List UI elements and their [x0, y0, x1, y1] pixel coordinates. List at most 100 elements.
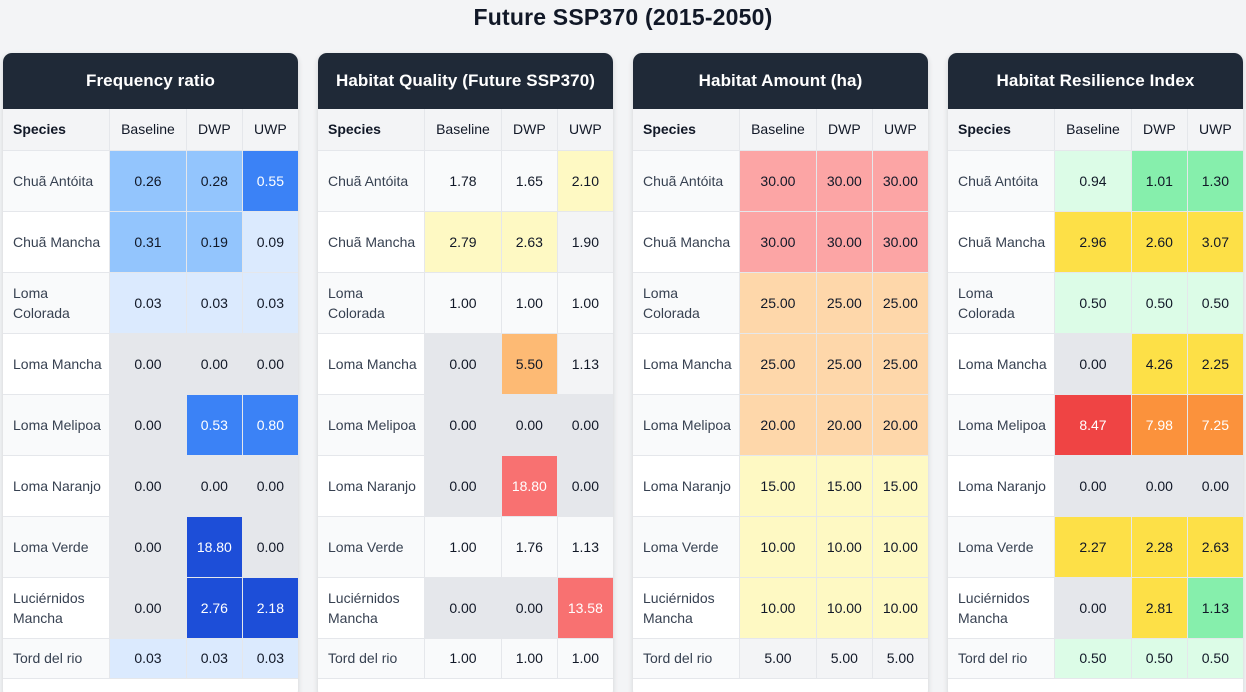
table-row: Luciérnidos Mancha 10.00 10.00 10.00: [633, 577, 928, 639]
value-cell-dwp: 0.03: [186, 638, 243, 679]
species-name: Loma Verde: [633, 516, 740, 578]
value-cell-baseline: 10.00: [739, 516, 817, 578]
value-cell-dwp: 2.81: [1131, 577, 1188, 639]
column-header-dwp: DWP: [1131, 109, 1188, 151]
value-cell-uwp: 0.03: [242, 638, 298, 679]
value-cell-dwp: 15.00: [816, 455, 873, 517]
table-row: Tord del rio 0.03 0.03 0.03: [3, 638, 298, 679]
column-header-baseline: Baseline: [739, 109, 817, 151]
species-name: Loma Colorada: [633, 272, 740, 334]
value-cell-dwp: 2.76: [186, 577, 243, 639]
value-cell-dwp: 5.50: [501, 333, 558, 395]
value-cell-baseline: 30.00: [739, 211, 817, 273]
table-row: Chuã Antóita 1.78 1.65 2.10: [318, 150, 613, 212]
value-cell-uwp: 0.80: [242, 394, 298, 456]
value-cell-baseline: 25.00: [739, 272, 817, 334]
value-cell-dwp: 30.00: [816, 150, 873, 212]
value-cell-dwp: 25.00: [816, 333, 873, 395]
species-name: Loma Naranjo: [633, 455, 740, 517]
table-row: Chuã Antóita 0.94 1.01 1.30: [948, 150, 1243, 212]
value-cell-baseline: 0.00: [424, 577, 502, 639]
value-cell-dwp: 1.01: [1131, 150, 1188, 212]
value-cell-baseline: 2.96: [1054, 211, 1132, 273]
column-header-species: Species: [3, 109, 110, 151]
table-row: Loma Verde 1.00 1.76 1.13: [318, 516, 613, 578]
column-header-species: Species: [318, 109, 425, 151]
species-name: Tord del rio: [3, 638, 110, 679]
species-name: Chuã Mancha: [633, 211, 740, 273]
value-cell-baseline: 0.00: [1054, 333, 1132, 395]
value-cell-dwp: 0.50: [1131, 272, 1188, 334]
species-name: Loma Verde: [948, 516, 1055, 578]
value-cell-dwp: 0.00: [186, 333, 243, 395]
table-row: Loma Melipoa 20.00 20.00 20.00: [633, 394, 928, 456]
value-cell-dwp: 5.00: [816, 638, 873, 679]
value-cell-baseline: 0.00: [1054, 577, 1132, 639]
value-cell-uwp: 0.00: [557, 455, 613, 517]
value-cell-baseline: 0.00: [424, 455, 502, 517]
table-row: Chuã Mancha 0.31 0.19 0.09: [3, 211, 298, 273]
table-row: Loma Naranjo 0.00 18.80 0.00: [318, 455, 613, 517]
data-table: Species Baseline DWP UWP Chuã Antóita 0.94 1.0…: [948, 109, 1243, 679]
value-cell-dwp: 30.00: [816, 211, 873, 273]
species-name: Loma Mancha: [318, 333, 425, 395]
species-name: Chuã Antóita: [318, 150, 425, 212]
table-row: Luciérnidos Mancha 0.00 2.81 1.13: [948, 577, 1243, 639]
column-header-species: Species: [633, 109, 740, 151]
value-cell-dwp: 0.50: [1131, 638, 1188, 679]
value-cell-dwp: 0.19: [186, 211, 243, 273]
page-title: Future SSP370 (2015-2050): [473, 4, 773, 30]
species-name: Loma Mancha: [948, 333, 1055, 395]
panel-habitat-quality-future-ssp370: Habitat Quality (Future SSP370) Species Ba…: [318, 53, 613, 692]
value-cell-uwp: 30.00: [872, 150, 928, 212]
value-cell-dwp: 0.53: [186, 394, 243, 456]
table-row: Chuã Mancha 2.79 2.63 1.90: [318, 211, 613, 273]
value-cell-uwp: 25.00: [872, 333, 928, 395]
value-cell-baseline: 0.31: [109, 211, 187, 273]
value-cell-baseline: 1.00: [424, 516, 502, 578]
table-row: Loma Colorada 25.00 25.00 25.00: [633, 272, 928, 334]
value-cell-dwp: 20.00: [816, 394, 873, 456]
value-cell-uwp: 1.90: [557, 211, 613, 273]
value-cell-uwp: 1.00: [557, 638, 613, 679]
species-name: Loma Melipoa: [318, 394, 425, 456]
table-row: Loma Mancha 0.00 4.26 2.25: [948, 333, 1243, 395]
column-header-dwp: DWP: [816, 109, 873, 151]
table-row: Loma Mancha 0.00 5.50 1.13: [318, 333, 613, 395]
value-cell-uwp: 1.30: [1187, 150, 1243, 212]
value-cell-dwp: 0.28: [186, 150, 243, 212]
table-row: Loma Verde 0.00 18.80 0.00: [3, 516, 298, 578]
species-name: Chuã Antóita: [948, 150, 1055, 212]
panel-title: Habitat Quality (Future SSP370): [318, 53, 613, 109]
value-cell-baseline: 1.00: [424, 272, 502, 334]
value-cell-dwp: 1.00: [501, 638, 558, 679]
table-row: Tord del rio 5.00 5.00 5.00: [633, 638, 928, 679]
column-header-uwp: UWP: [557, 109, 613, 151]
data-table: Species Baseline DWP UWP Chuã Antóita 0.26 0.2…: [3, 109, 298, 679]
value-cell-dwp: 25.00: [816, 272, 873, 334]
value-cell-dwp: 0.00: [501, 394, 558, 456]
value-cell-baseline: 0.03: [109, 272, 187, 334]
species-name: Loma Verde: [3, 516, 110, 578]
value-cell-uwp: 0.00: [1187, 455, 1243, 517]
table-row: Loma Melipoa 0.00 0.00 0.00: [318, 394, 613, 456]
value-cell-uwp: 0.50: [1187, 272, 1243, 334]
column-header-dwp: DWP: [186, 109, 243, 151]
species-name: Chuã Antóita: [633, 150, 740, 212]
value-cell-uwp: 20.00: [872, 394, 928, 456]
value-cell-baseline: 0.94: [1054, 150, 1132, 212]
species-name: Tord del rio: [318, 638, 425, 679]
value-cell-uwp: 5.00: [872, 638, 928, 679]
value-cell-dwp: 0.00: [501, 577, 558, 639]
value-cell-uwp: 0.00: [242, 333, 298, 395]
value-cell-baseline: 2.27: [1054, 516, 1132, 578]
value-cell-dwp: 7.98: [1131, 394, 1188, 456]
species-name: Loma Naranjo: [3, 455, 110, 517]
value-cell-uwp: 10.00: [872, 577, 928, 639]
value-cell-baseline: 25.00: [739, 333, 817, 395]
species-name: Chuã Mancha: [3, 211, 110, 273]
panel-frequency-ratio: Frequency ratio Species Baseline DWP UWP Chuã…: [3, 53, 298, 692]
value-cell-baseline: 0.00: [424, 394, 502, 456]
table-row: Loma Colorada 0.03 0.03 0.03: [3, 272, 298, 334]
value-cell-baseline: 0.03: [109, 638, 187, 679]
